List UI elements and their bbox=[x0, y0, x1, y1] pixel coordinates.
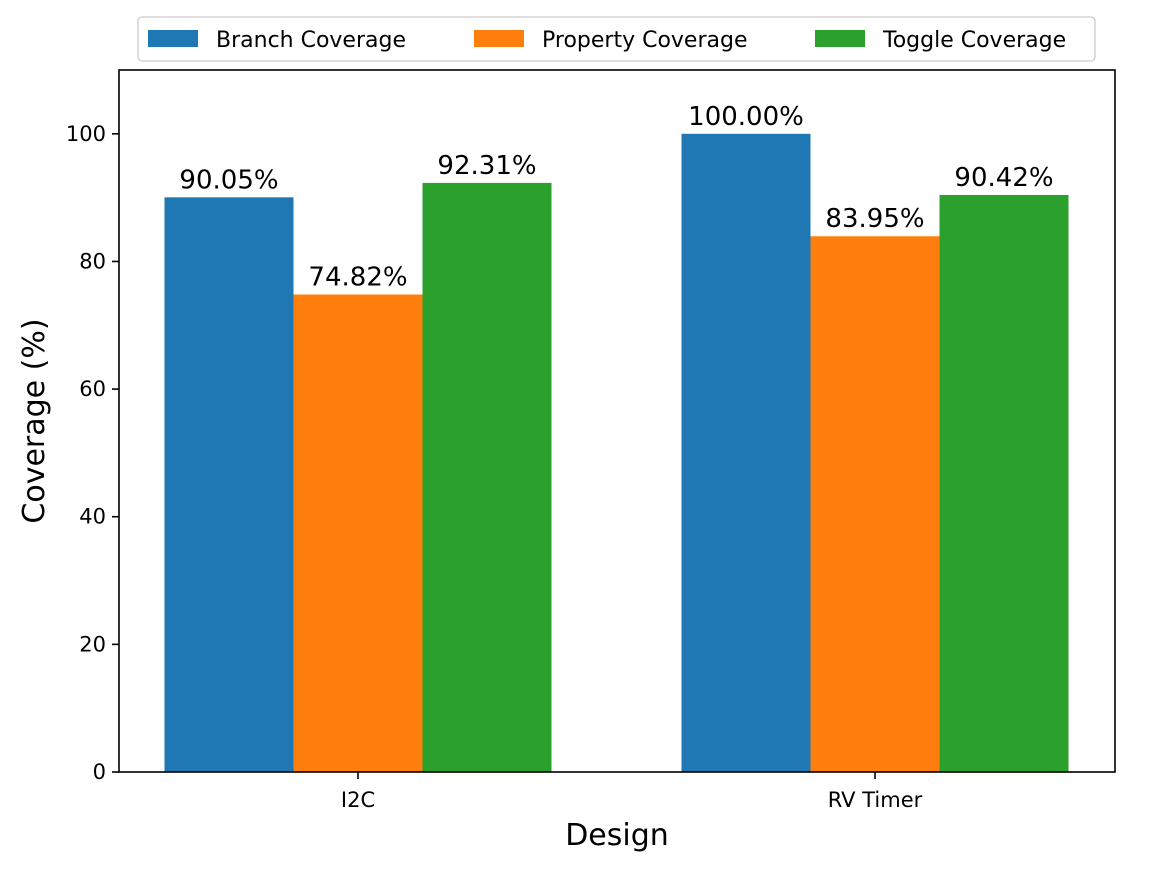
legend-label: Branch Coverage bbox=[216, 28, 406, 53]
y-tick-label: 100 bbox=[66, 122, 106, 146]
y-tick-label: 60 bbox=[79, 377, 106, 401]
y-tick-label: 80 bbox=[79, 249, 106, 273]
data-label: 90.05% bbox=[179, 165, 278, 195]
legend-label: Property Coverage bbox=[542, 28, 748, 53]
y-tick-label: 0 bbox=[93, 760, 106, 784]
x-axis-label: Design bbox=[565, 818, 669, 853]
legend-swatch-property-coverage bbox=[474, 30, 524, 47]
legend-label: Toggle Coverage bbox=[882, 28, 1066, 53]
bar-toggle-coverage-i2c bbox=[422, 182, 552, 773]
x-tick-label: RV Timer bbox=[828, 788, 923, 812]
plot-area: 90.05% 100.00% 74.82% 83.95% 92.31% 90.42% bbox=[164, 102, 1069, 773]
bar-branch-coverage-i2c bbox=[164, 197, 294, 773]
axis-ticks: 0 20 40 60 80 100 I2C RV Timer bbox=[66, 122, 923, 812]
legend: Branch Coverage Property Coverage Toggle C… bbox=[137, 16, 1096, 62]
axes-frame bbox=[118, 69, 1116, 773]
bar-property-coverage-rv-timer bbox=[810, 236, 940, 773]
y-tick-label: 40 bbox=[79, 505, 106, 529]
data-label: 83.95% bbox=[825, 204, 924, 234]
y-axis-label: Coverage (%) bbox=[17, 318, 52, 523]
legend-box bbox=[137, 16, 1096, 62]
legend-swatch-toggle-coverage bbox=[815, 30, 865, 47]
y-tick-label: 20 bbox=[79, 632, 106, 656]
data-label: 100.00% bbox=[688, 102, 804, 132]
data-label: 74.82% bbox=[308, 263, 407, 293]
bar-property-coverage-i2c bbox=[293, 294, 423, 772]
data-label: 92.31% bbox=[437, 151, 536, 181]
bar-branch-coverage-rv-timer bbox=[681, 133, 811, 772]
bar-toggle-coverage-rv-timer bbox=[939, 194, 1069, 772]
data-label: 90.42% bbox=[954, 163, 1053, 193]
x-tick-label: I2C bbox=[341, 788, 375, 812]
legend-swatch-branch-coverage bbox=[148, 30, 198, 47]
